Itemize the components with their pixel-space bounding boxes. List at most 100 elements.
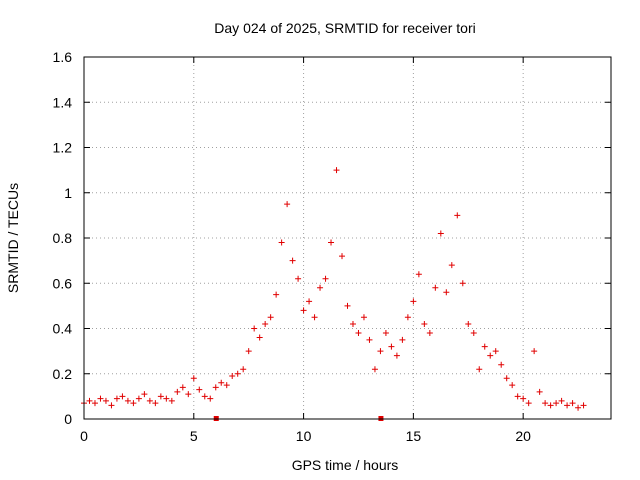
data-point [564, 402, 571, 409]
data-point [152, 400, 159, 407]
data-point [223, 382, 230, 389]
data-point [135, 395, 142, 402]
y-tick-label: 1.4 [53, 94, 73, 110]
data-point [454, 212, 461, 219]
data-point [388, 343, 395, 350]
data-point [558, 397, 565, 404]
data-point [196, 386, 203, 393]
data-point [157, 393, 164, 400]
data-point [569, 400, 576, 407]
data-point [333, 167, 340, 174]
chart-title: Day 024 of 2025, SRMTID for receiver tor… [214, 20, 475, 36]
data-point [360, 314, 367, 321]
y-tick-label: 1 [64, 185, 72, 201]
data-point [130, 400, 137, 407]
data-point [459, 280, 466, 287]
data-point [102, 397, 109, 404]
data-point [86, 397, 93, 404]
x-axis-label: GPS time / hours [292, 457, 399, 473]
data-point [536, 388, 543, 395]
data-point [262, 320, 269, 327]
data-point [251, 325, 258, 332]
data-point [317, 284, 324, 291]
data-point [174, 388, 181, 395]
data-point [146, 397, 153, 404]
data-point [399, 336, 406, 343]
data-point [267, 314, 274, 321]
data-point [229, 373, 236, 380]
data-point [311, 314, 318, 321]
data-point [393, 352, 400, 359]
data-point [487, 352, 494, 359]
grid-lines [84, 57, 611, 419]
data-point [575, 404, 582, 411]
data-point [547, 402, 554, 409]
data-point [525, 400, 532, 407]
data-point [481, 343, 488, 350]
data-point [366, 336, 373, 343]
data-point [432, 284, 439, 291]
data-point [212, 384, 219, 391]
data-point [355, 330, 362, 337]
data-point [553, 400, 560, 407]
data-point [448, 262, 455, 269]
data-point [415, 271, 422, 278]
data-point [234, 370, 241, 377]
data-point [185, 391, 192, 398]
x-tick-label: 15 [406, 428, 422, 444]
x-tick-label: 0 [80, 428, 88, 444]
data-point [382, 330, 389, 337]
data-point [256, 334, 263, 341]
data-point [492, 348, 499, 355]
data-point [426, 330, 433, 337]
y-tick-label: 0.8 [53, 230, 73, 246]
data-point [503, 375, 510, 382]
y-tick-label: 0.4 [53, 321, 73, 337]
plot-frame [83, 56, 612, 420]
data-point [520, 395, 527, 402]
axis-ticks: 0 5 10 15 20 0 0.2 0.4 0.6 0.8 1 1.2 1.4 1.6 [53, 49, 611, 444]
data-point [245, 348, 252, 355]
y-tick-label: 0 [64, 411, 72, 427]
data-point [278, 239, 285, 246]
data-point [218, 379, 225, 386]
data-point [344, 302, 351, 309]
data-point [190, 375, 197, 382]
data-point [300, 307, 307, 314]
y-tick-label: 0.6 [53, 275, 73, 291]
data-point [404, 314, 411, 321]
data-point [91, 400, 98, 407]
data-point [295, 275, 302, 282]
data-point [179, 384, 186, 391]
data-point [284, 201, 291, 208]
y-tick-label: 1.6 [53, 49, 73, 65]
data-point [108, 402, 115, 409]
data-point [498, 361, 505, 368]
data-point [470, 330, 477, 337]
data-point [410, 298, 417, 305]
data-point [207, 395, 214, 402]
data-point [339, 253, 346, 260]
y-tick-label: 1.2 [53, 140, 73, 156]
data-point [168, 397, 175, 404]
data-point [349, 320, 356, 327]
x-tick-label: 10 [296, 428, 312, 444]
data-point [201, 393, 208, 400]
data-point [377, 348, 384, 355]
data-point [437, 230, 444, 237]
data-point [514, 393, 521, 400]
data-point [124, 397, 131, 404]
y-axis-label: SRMTID / TECUs [5, 183, 21, 293]
data-point [443, 289, 450, 296]
data-point [328, 239, 335, 246]
data-point [163, 395, 170, 402]
data-point [421, 320, 428, 327]
data-point [97, 395, 104, 402]
data-point [289, 257, 296, 264]
data-point [273, 291, 280, 298]
data-point [580, 402, 587, 409]
x-tick-label: 20 [515, 428, 531, 444]
data-point [465, 320, 472, 327]
data-point [113, 395, 120, 402]
data-point [240, 366, 247, 373]
